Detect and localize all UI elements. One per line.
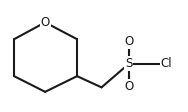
Text: O: O [40,16,50,29]
Text: O: O [124,80,133,93]
Text: O: O [124,35,133,48]
Text: Cl: Cl [161,57,172,70]
Text: O: O [40,16,50,29]
Text: S: S [125,57,133,70]
